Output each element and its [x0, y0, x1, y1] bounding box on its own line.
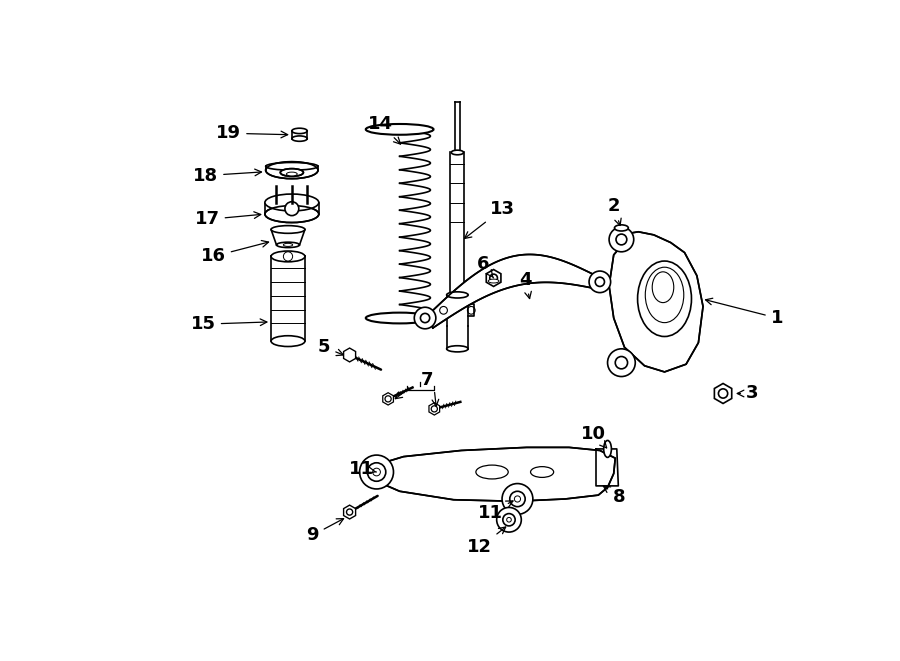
Text: 10: 10 [581, 424, 607, 448]
Circle shape [285, 202, 299, 215]
Polygon shape [429, 254, 599, 328]
Ellipse shape [476, 465, 508, 479]
Ellipse shape [271, 336, 305, 346]
Polygon shape [609, 232, 703, 372]
Text: 7: 7 [420, 371, 433, 389]
Ellipse shape [615, 225, 628, 231]
Polygon shape [344, 348, 356, 362]
Circle shape [497, 508, 521, 532]
Text: 8: 8 [603, 486, 625, 506]
Ellipse shape [365, 313, 434, 323]
Ellipse shape [265, 206, 319, 223]
Text: 17: 17 [194, 210, 261, 229]
Polygon shape [486, 270, 501, 286]
Polygon shape [369, 447, 616, 501]
Ellipse shape [292, 128, 307, 134]
Text: 2: 2 [608, 198, 621, 225]
Text: 19: 19 [216, 124, 288, 142]
Circle shape [414, 307, 436, 329]
Text: 1: 1 [706, 298, 783, 327]
Text: 5: 5 [318, 338, 344, 356]
Ellipse shape [531, 467, 554, 477]
Ellipse shape [271, 251, 305, 262]
Text: 3: 3 [737, 385, 759, 403]
Ellipse shape [446, 346, 468, 352]
Text: 15: 15 [191, 315, 267, 333]
Polygon shape [382, 393, 393, 405]
Ellipse shape [276, 242, 300, 248]
Circle shape [590, 271, 610, 293]
Text: 6: 6 [477, 255, 493, 278]
Text: 13: 13 [464, 200, 516, 239]
Ellipse shape [451, 150, 464, 155]
Ellipse shape [265, 194, 319, 211]
Ellipse shape [446, 292, 468, 298]
Text: 11: 11 [478, 501, 513, 522]
Circle shape [609, 227, 634, 252]
Ellipse shape [637, 261, 691, 336]
Ellipse shape [266, 163, 318, 170]
Ellipse shape [488, 279, 499, 283]
Text: 12: 12 [467, 527, 506, 557]
Polygon shape [344, 505, 356, 519]
Circle shape [608, 349, 635, 377]
Text: 9: 9 [306, 519, 344, 544]
Text: 18: 18 [193, 167, 262, 184]
Ellipse shape [292, 136, 307, 141]
Ellipse shape [271, 225, 305, 233]
Circle shape [360, 455, 393, 489]
Ellipse shape [286, 172, 297, 176]
Polygon shape [715, 383, 732, 403]
Ellipse shape [280, 169, 303, 176]
Polygon shape [429, 403, 439, 415]
Text: 16: 16 [201, 241, 268, 266]
Ellipse shape [365, 124, 434, 135]
Ellipse shape [266, 162, 318, 178]
Text: 4: 4 [519, 270, 531, 299]
Ellipse shape [604, 440, 611, 457]
Circle shape [502, 484, 533, 514]
Text: 11: 11 [348, 460, 376, 478]
Text: 14: 14 [368, 115, 400, 144]
